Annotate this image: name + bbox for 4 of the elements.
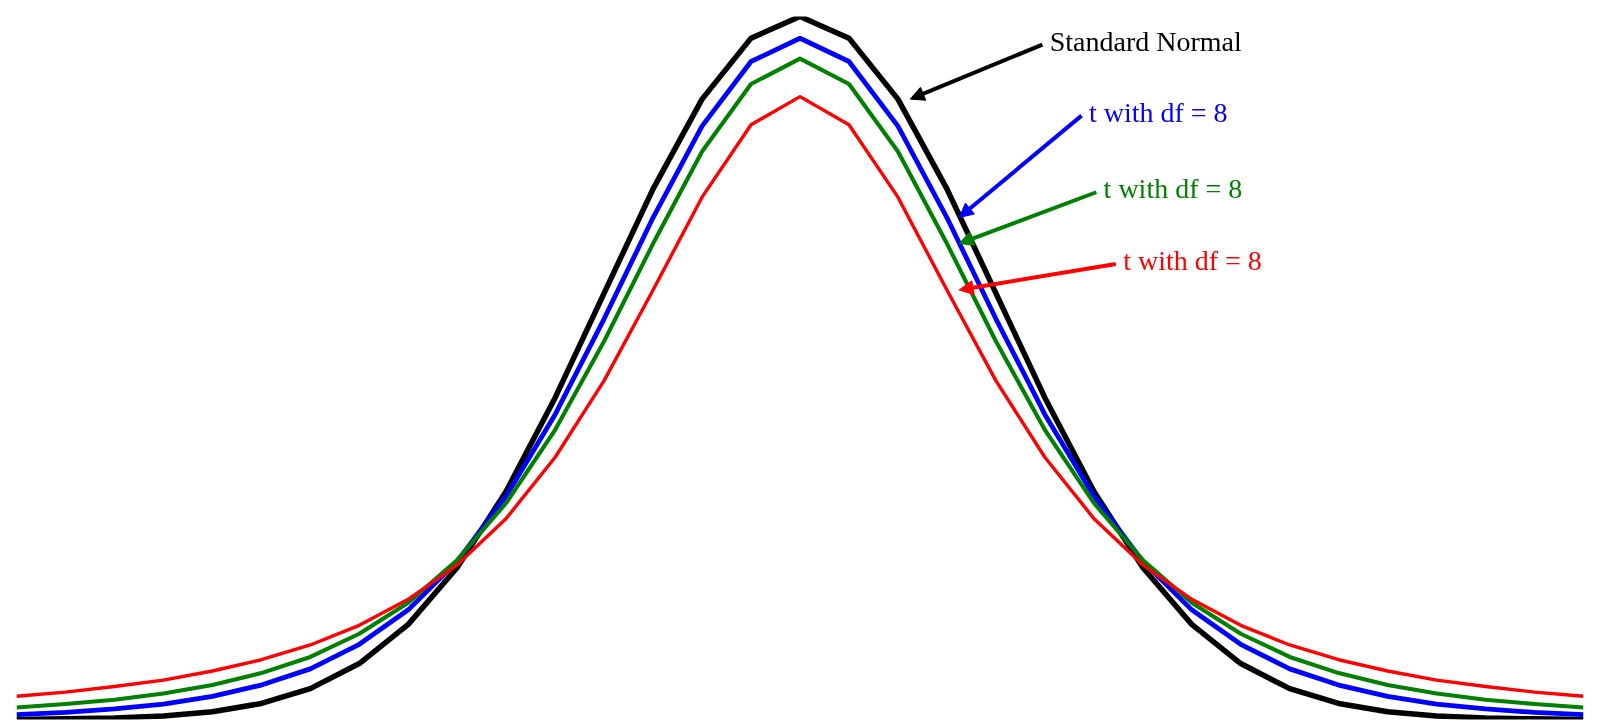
annotation: t with df = 8 (1088, 96, 1228, 128)
annotation: t with df = 8 (1123, 244, 1262, 276)
annotation: Standard Normal (1049, 25, 1243, 57)
annotation: t with df = 8 (1103, 173, 1243, 205)
